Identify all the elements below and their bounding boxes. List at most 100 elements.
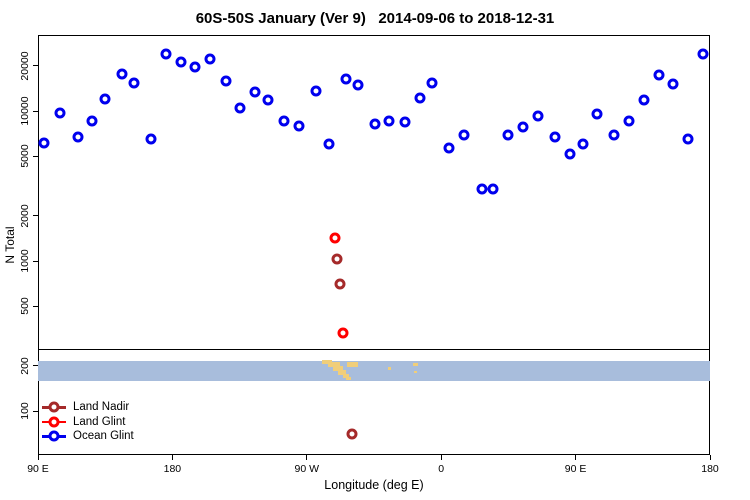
- data-point-ocean-glint: [667, 78, 679, 90]
- map-strip-land: [347, 362, 358, 367]
- data-point-ocean-glint: [189, 61, 201, 73]
- data-point-ocean-glint: [638, 94, 650, 106]
- data-point-ocean-glint: [608, 129, 620, 141]
- data-point-ocean-glint: [262, 94, 274, 106]
- ocean-glint-marker-icon: [42, 430, 66, 442]
- data-point-ocean-glint: [323, 138, 335, 150]
- data-point-ocean-glint: [502, 129, 514, 141]
- y-tick: [33, 305, 38, 307]
- y-tick-label: 200: [19, 357, 31, 375]
- data-point-ocean-glint: [86, 115, 98, 127]
- plot-area: [38, 35, 710, 455]
- x-tick-label: 180: [701, 463, 719, 475]
- data-point-ocean-glint: [697, 48, 709, 60]
- y-tick: [33, 260, 38, 262]
- x-tick-label: 90 E: [564, 463, 587, 475]
- y-tick: [33, 365, 38, 367]
- separator-line: [38, 348, 710, 351]
- data-point-ocean-glint: [160, 48, 172, 60]
- data-point-ocean-glint: [487, 183, 499, 195]
- legend-label: Land Nadir: [73, 401, 130, 414]
- map-strip-land: [413, 363, 418, 366]
- data-point-ocean-glint: [204, 53, 216, 65]
- y-tick: [33, 110, 38, 112]
- map-strip-land: [338, 370, 346, 375]
- legend-item-ocean-glint: Ocean Glint: [42, 429, 134, 444]
- data-point-ocean-glint: [128, 77, 140, 89]
- chart-legend: Land Nadir Land Glint Ocean Glint: [42, 400, 134, 444]
- y-axis-title: N Total: [3, 226, 17, 264]
- data-point-ocean-glint: [293, 120, 305, 132]
- data-point-land-glint: [329, 232, 341, 244]
- data-point-ocean-glint: [383, 115, 395, 127]
- map-strip-land: [322, 360, 332, 364]
- legend-label: Land Glint: [73, 415, 126, 428]
- data-point-ocean-glint: [458, 129, 470, 141]
- y-tick: [33, 410, 38, 412]
- data-point-ocean-glint: [145, 133, 157, 145]
- x-tick-label: 90 W: [294, 463, 320, 475]
- data-point-ocean-glint: [352, 79, 364, 91]
- data-point-ocean-glint: [517, 121, 529, 133]
- land-glint-marker-icon: [42, 416, 66, 428]
- legend-item-land-glint: Land Glint: [42, 415, 134, 430]
- x-tick: [306, 455, 308, 460]
- data-point-ocean-glint: [623, 115, 635, 127]
- data-point-ocean-glint: [653, 69, 665, 81]
- legend-item-land-nadir: Land Nadir: [42, 400, 134, 415]
- data-point-ocean-glint: [414, 92, 426, 104]
- data-point-ocean-glint: [426, 77, 438, 89]
- data-point-ocean-glint: [399, 116, 411, 128]
- data-point-ocean-glint: [234, 102, 246, 114]
- legend-label: Ocean Glint: [73, 430, 134, 443]
- data-point-ocean-glint: [38, 137, 50, 149]
- x-tick-label: 90 E: [27, 463, 49, 475]
- data-point-ocean-glint: [310, 85, 322, 97]
- x-axis-title: Longitude (deg E): [324, 478, 424, 492]
- chart-title: 60S-50S January (Ver 9) 2014-09-06 to 20…: [195, 10, 555, 27]
- map-strip-land: [346, 377, 351, 380]
- data-point-ocean-glint: [278, 115, 290, 127]
- x-tick-label: 180: [163, 463, 182, 475]
- data-point-land-nadir: [334, 278, 346, 290]
- data-point-ocean-glint: [443, 142, 455, 154]
- data-point-ocean-glint: [591, 108, 602, 120]
- y-tick: [33, 155, 38, 157]
- data-point-land-glint: [337, 327, 349, 339]
- data-point-ocean-glint: [369, 118, 381, 130]
- map-strip-land: [414, 371, 417, 373]
- y-tick-label: 10000: [19, 96, 31, 126]
- data-point-ocean-glint: [99, 93, 111, 105]
- data-point-ocean-glint: [682, 133, 694, 145]
- data-point-ocean-glint: [549, 131, 561, 143]
- data-point-ocean-glint: [116, 68, 128, 80]
- y-tick-label: 20000: [19, 51, 31, 81]
- y-tick-label: 2000: [19, 204, 31, 228]
- x-tick: [171, 455, 173, 460]
- map-strip-land: [328, 362, 340, 367]
- x-tick: [575, 455, 577, 460]
- data-point-ocean-glint: [249, 86, 261, 98]
- map-strip-ocean: [38, 361, 710, 382]
- data-point-ocean-glint: [476, 183, 488, 195]
- x-tick: [440, 455, 442, 460]
- y-tick-label: 500: [19, 297, 31, 315]
- y-tick: [33, 215, 38, 217]
- data-point-ocean-glint: [577, 138, 589, 150]
- data-point-land-nadir: [346, 428, 358, 440]
- map-strip-land: [333, 366, 343, 371]
- y-tick-label: 100: [19, 402, 31, 420]
- data-point-ocean-glint: [220, 75, 232, 87]
- land-nadir-marker-icon: [42, 401, 66, 413]
- x-tick-label: 0: [438, 463, 445, 475]
- data-point-ocean-glint: [54, 107, 66, 119]
- data-point-ocean-glint: [175, 56, 187, 68]
- x-tick: [709, 455, 711, 460]
- data-point-land-nadir: [331, 253, 343, 265]
- y-tick: [33, 65, 38, 67]
- map-strip-land: [388, 367, 391, 370]
- y-tick-label: 5000: [19, 144, 31, 168]
- y-tick-label: 1000: [19, 249, 31, 273]
- data-point-ocean-glint: [340, 73, 352, 85]
